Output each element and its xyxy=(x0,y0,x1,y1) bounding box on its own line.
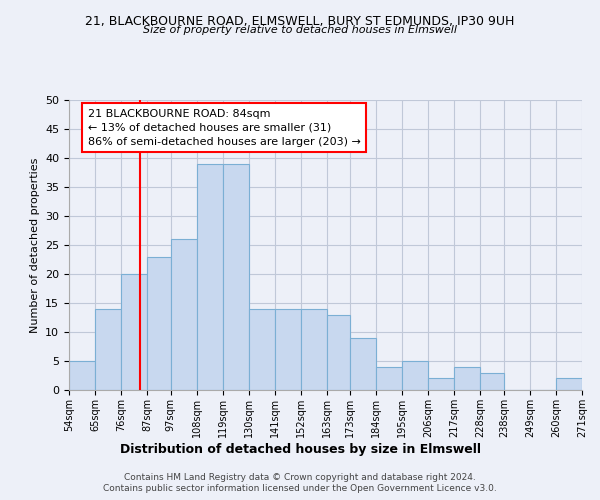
Y-axis label: Number of detached properties: Number of detached properties xyxy=(29,158,40,332)
Text: Contains HM Land Registry data © Crown copyright and database right 2024.: Contains HM Land Registry data © Crown c… xyxy=(124,472,476,482)
Text: Contains public sector information licensed under the Open Government Licence v3: Contains public sector information licen… xyxy=(103,484,497,493)
Bar xyxy=(481,372,504,390)
Text: Size of property relative to detached houses in Elmswell: Size of property relative to detached ho… xyxy=(143,25,457,35)
Bar xyxy=(556,378,582,390)
Bar xyxy=(454,367,481,390)
Text: 21 BLACKBOURNE ROAD: 84sqm
← 13% of detached houses are smaller (31)
86% of semi: 21 BLACKBOURNE ROAD: 84sqm ← 13% of deta… xyxy=(88,108,361,146)
Bar xyxy=(428,378,454,390)
Bar xyxy=(248,309,275,390)
Bar xyxy=(301,309,326,390)
Bar xyxy=(121,274,147,390)
Bar xyxy=(170,239,197,390)
Bar xyxy=(376,367,403,390)
Bar xyxy=(95,309,121,390)
Bar xyxy=(197,164,223,390)
Bar xyxy=(326,314,350,390)
Text: Distribution of detached houses by size in Elmswell: Distribution of detached houses by size … xyxy=(119,442,481,456)
Bar xyxy=(223,164,248,390)
Bar xyxy=(403,361,428,390)
Text: 21, BLACKBOURNE ROAD, ELMSWELL, BURY ST EDMUNDS, IP30 9UH: 21, BLACKBOURNE ROAD, ELMSWELL, BURY ST … xyxy=(85,15,515,28)
Bar xyxy=(69,361,95,390)
Bar xyxy=(275,309,301,390)
Bar xyxy=(147,256,170,390)
Bar xyxy=(350,338,376,390)
